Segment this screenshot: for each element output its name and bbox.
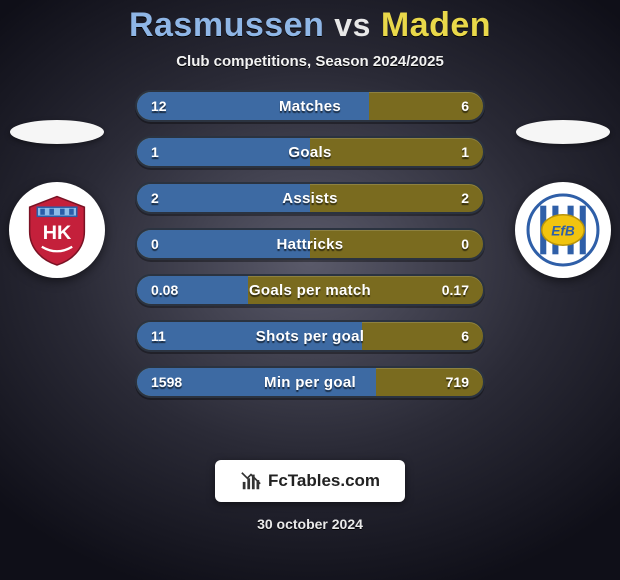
vs-text: vs bbox=[334, 7, 371, 43]
left-club-badge: HK bbox=[9, 182, 105, 278]
stat-row: 1 Goals 1 bbox=[135, 136, 485, 168]
brand-text: FcTables.com bbox=[268, 471, 380, 491]
stat-row: 11 Shots per goal 6 bbox=[135, 320, 485, 352]
left-shadow-ellipse bbox=[10, 120, 104, 144]
stat-left-value: 11 bbox=[151, 328, 166, 344]
bar-chart-icon bbox=[240, 470, 262, 492]
stat-left-value: 0.08 bbox=[151, 282, 178, 298]
comparison-infographic: Rasmussen vs Maden Club competitions, Se… bbox=[0, 0, 620, 580]
stat-label: Matches bbox=[279, 98, 341, 115]
right-shadow-ellipse bbox=[516, 120, 610, 144]
stat-label: Shots per goal bbox=[256, 328, 364, 345]
right-club-crest-icon: EfB bbox=[525, 192, 601, 268]
stat-row-fill bbox=[137, 138, 310, 166]
player2-name: Maden bbox=[381, 6, 491, 44]
stat-label: Goals per match bbox=[249, 282, 371, 299]
stat-label: Goals bbox=[288, 144, 331, 161]
stat-row: 1598 Min per goal 719 bbox=[135, 366, 485, 398]
stat-right-value: 1 bbox=[461, 144, 469, 160]
stat-row: 0 Hattricks 0 bbox=[135, 228, 485, 260]
stat-right-value: 6 bbox=[461, 328, 469, 344]
stats-stage: HK EfB 12Matches61Goals12Assists20Hat bbox=[0, 90, 620, 430]
left-club-crest-icon: HK bbox=[19, 192, 95, 268]
right-club-column: EfB bbox=[508, 120, 618, 278]
stat-rows: 12Matches61Goals12Assists20Hattricks00.0… bbox=[135, 90, 485, 398]
stat-row: 12 Matches 6 bbox=[135, 90, 485, 122]
stat-row: 0.08 Goals per match 0.17 bbox=[135, 274, 485, 306]
stat-left-value: 1 bbox=[151, 144, 159, 160]
player1-name: Rasmussen bbox=[129, 6, 324, 44]
stat-left-value: 2 bbox=[151, 190, 159, 206]
footer-date: 30 october 2024 bbox=[0, 516, 620, 532]
left-club-column: HK bbox=[2, 120, 112, 278]
stat-right-value: 6 bbox=[461, 98, 469, 114]
stat-left-value: 1598 bbox=[151, 374, 182, 390]
stat-left-value: 12 bbox=[151, 98, 167, 114]
stat-right-value: 719 bbox=[446, 374, 469, 390]
page-title: Rasmussen vs Maden bbox=[0, 0, 620, 45]
svg-text:HK: HK bbox=[43, 222, 72, 244]
subtitle: Club competitions, Season 2024/2025 bbox=[0, 53, 620, 70]
svg-text:EfB: EfB bbox=[551, 223, 575, 238]
stat-right-value: 0.17 bbox=[442, 282, 469, 298]
brand-box: FcTables.com bbox=[215, 460, 405, 502]
stat-left-value: 0 bbox=[151, 236, 159, 252]
stat-row: 2 Assists 2 bbox=[135, 182, 485, 214]
stat-right-value: 2 bbox=[461, 190, 469, 206]
stat-label: Assists bbox=[282, 190, 337, 207]
stat-label: Min per goal bbox=[264, 374, 356, 391]
stat-label: Hattricks bbox=[277, 236, 344, 253]
right-club-badge: EfB bbox=[515, 182, 611, 278]
stat-right-value: 0 bbox=[461, 236, 469, 252]
